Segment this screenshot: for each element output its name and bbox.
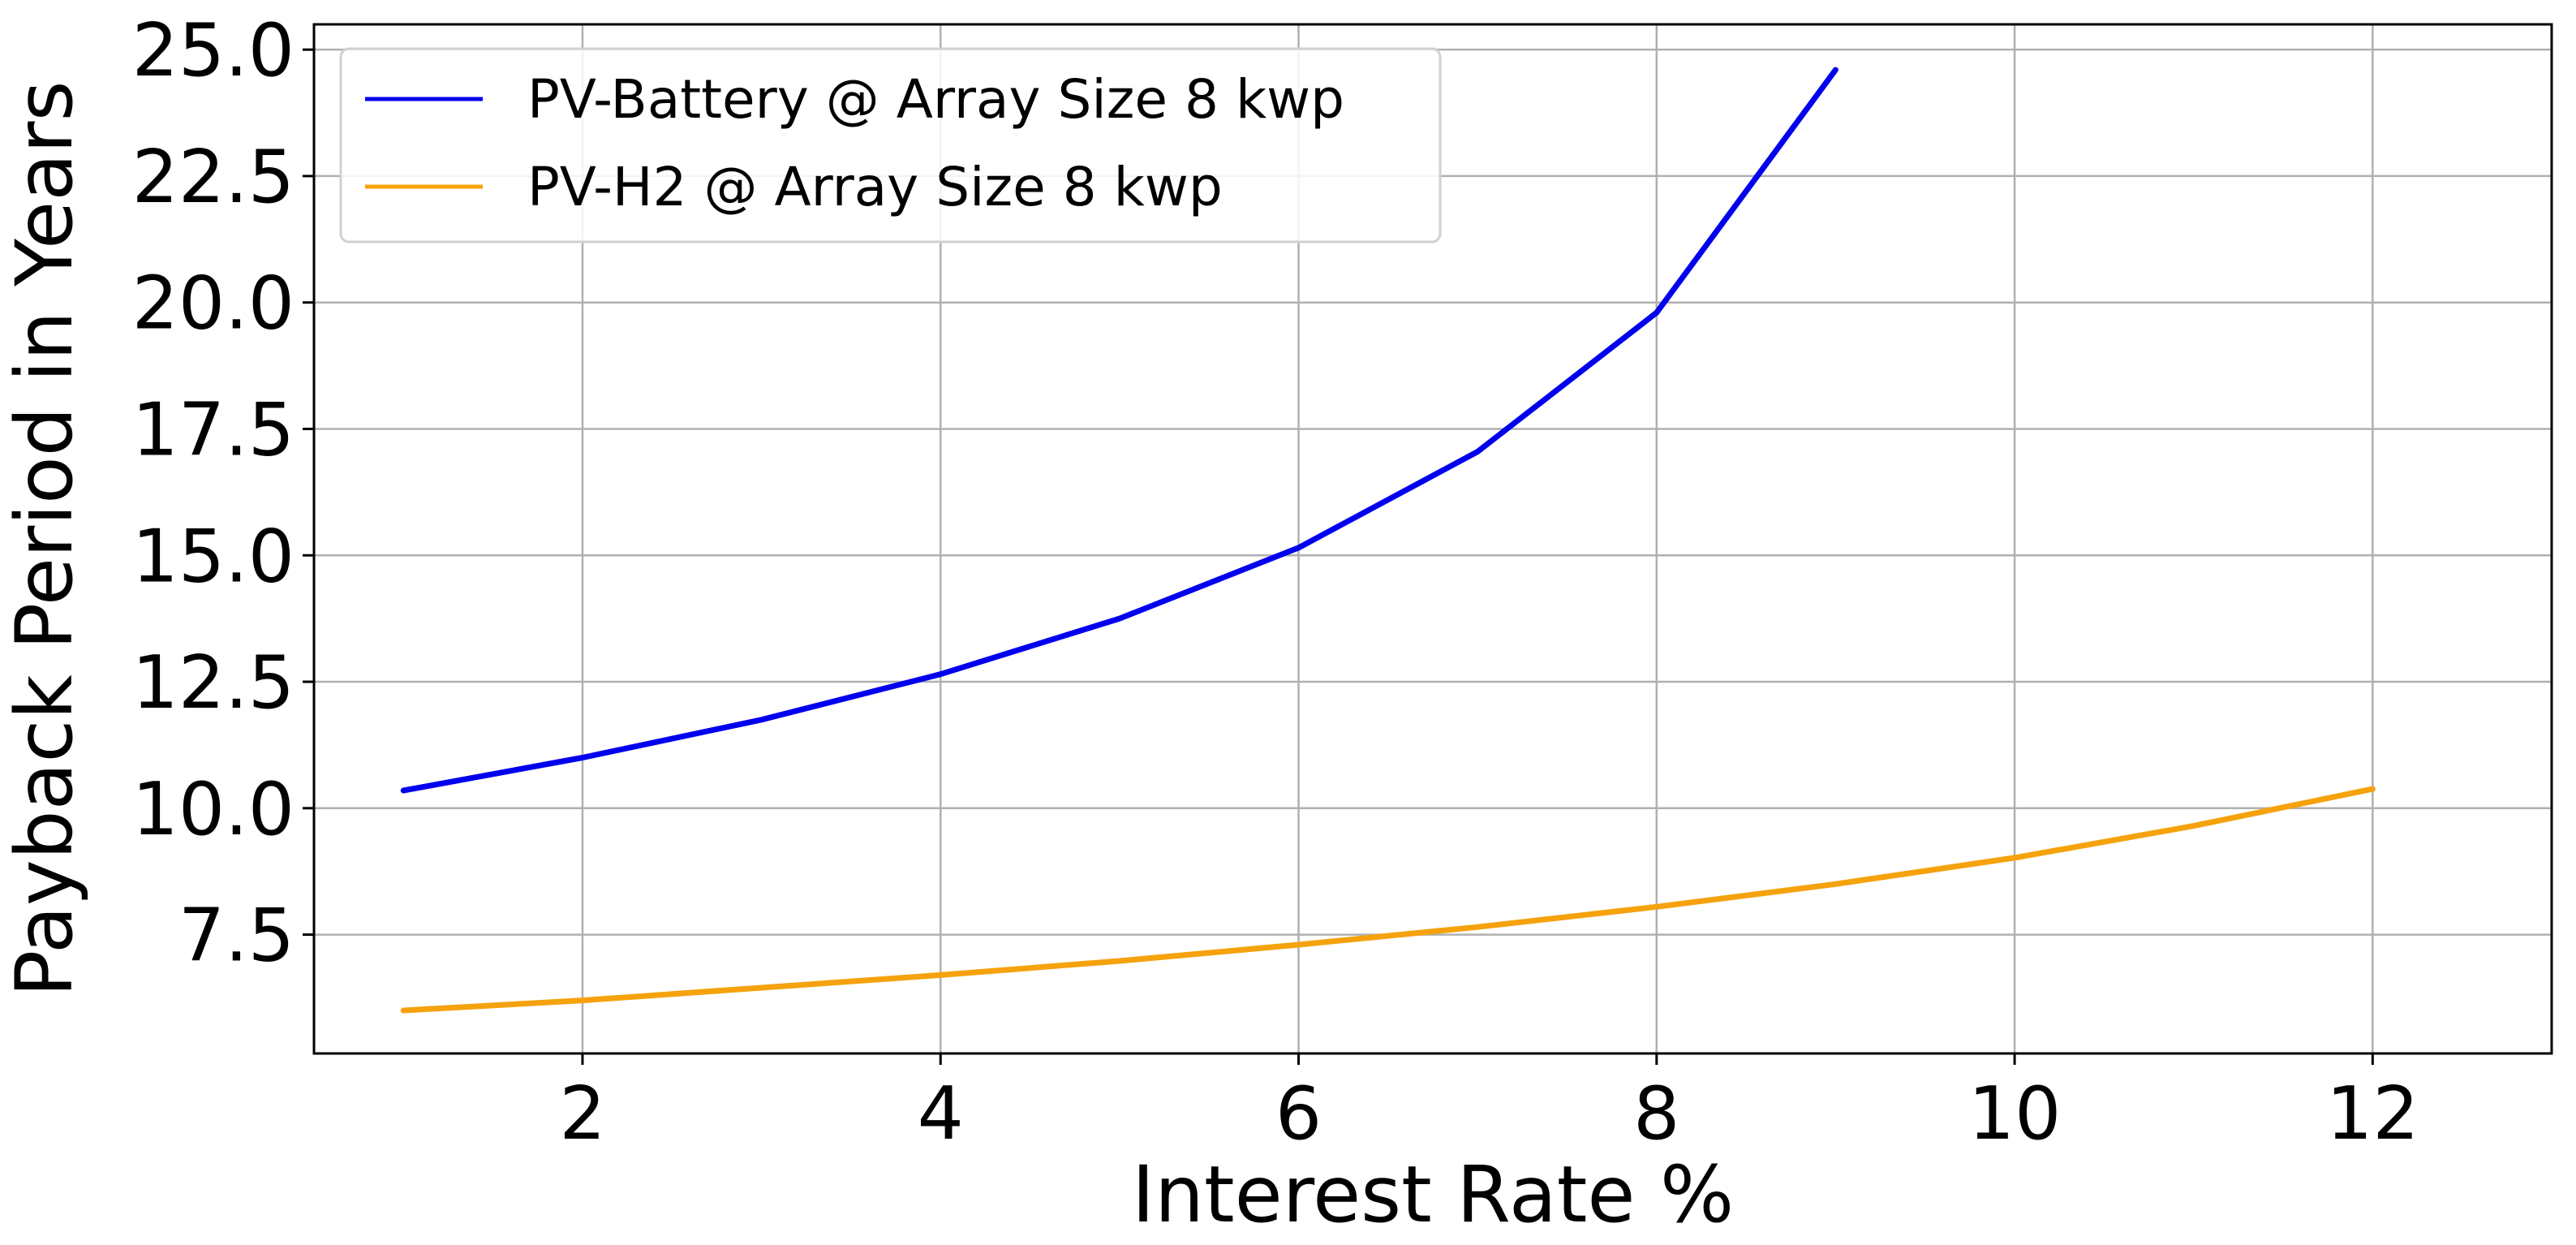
x-tick-label: 6 <box>1275 1071 1322 1157</box>
y-tick-label: 25.0 <box>132 8 295 93</box>
y-tick-label: 20.0 <box>132 261 295 347</box>
x-tick-label: 8 <box>1633 1071 1679 1157</box>
x-axis-ticks: 2 4 6 8 10 12 <box>559 1053 2419 1157</box>
series-line-2 <box>400 786 2376 1014</box>
x-tick-label: 4 <box>918 1071 964 1157</box>
y-axis-ticks: 7.5 10.0 12.5 15.0 17.5 20.0 22.5 25.0 <box>132 8 314 979</box>
series-line-1 <box>400 67 1838 794</box>
x-tick-label: 10 <box>1968 1071 2062 1157</box>
x-tick-label: 12 <box>2326 1071 2419 1157</box>
y-tick-label: 7.5 <box>178 894 295 979</box>
legend-label-2: PV-H2 @ Array Size 8 kwp <box>527 156 1223 218</box>
legend-box <box>339 47 1442 243</box>
plot-frame <box>312 23 2553 1055</box>
series-lines <box>400 67 2376 1014</box>
y-tick-label: 10.0 <box>132 767 295 852</box>
legend-label-1: PV-Battery @ Array Size 8 kwp <box>527 68 1344 131</box>
y-tick-label: 15.0 <box>132 514 295 599</box>
legend: PV-Battery @ Array Size 8 kwp PV-H2 @ Arr… <box>339 47 1442 243</box>
y-tick-label: 17.5 <box>132 387 295 472</box>
x-tick-label: 2 <box>559 1071 605 1157</box>
y-tick-label: 22.5 <box>132 135 295 220</box>
y-axis-label: Payback Period in Years <box>0 80 90 997</box>
x-axis-label: Interest Rate % <box>1132 1149 1734 1240</box>
y-tick-label: 12.5 <box>132 640 295 726</box>
